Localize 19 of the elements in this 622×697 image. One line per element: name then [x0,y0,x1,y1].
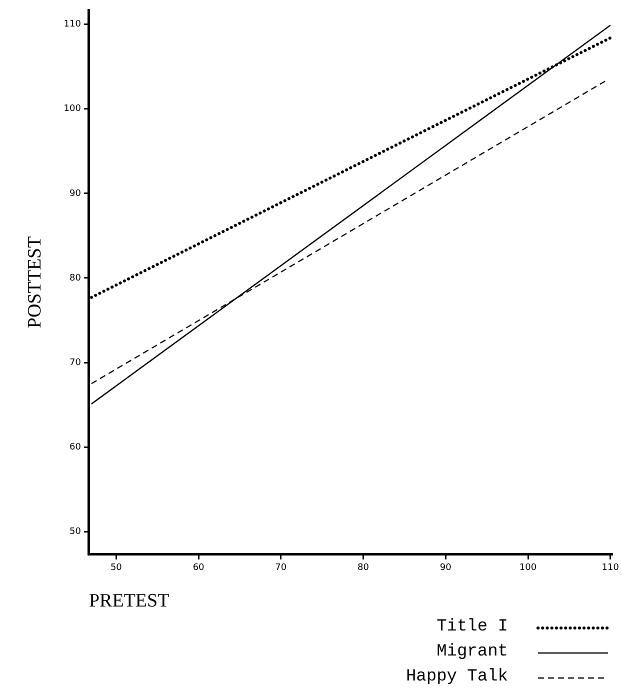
x-tick-label: 70 [275,563,287,574]
x-tick-label: 110 [602,563,620,574]
x-tick-label: 80 [358,563,370,574]
y-tick-label: 90 [70,188,82,199]
y-tick-label: 100 [64,104,82,114]
x-tick-label: 90 [440,563,452,574]
y-tick-label: 80 [70,273,82,284]
y-tick-label: 110 [64,20,82,30]
y-tick-label: 50 [70,526,82,537]
legend-label: Title I [436,618,508,636]
y-tick-label: 60 [70,442,82,452]
y-tick-label: 70 [70,358,82,368]
x-axis-title: PRETEST [88,590,170,612]
x-tick-label: 60 [192,563,205,574]
legend-label: Happy Talk [406,668,508,686]
x-tick-label: 100 [519,563,537,574]
legend-label: Migrant [436,642,508,662]
y-axis-title: POSTTEST [24,236,46,328]
x-tick-label: 50 [110,563,122,574]
